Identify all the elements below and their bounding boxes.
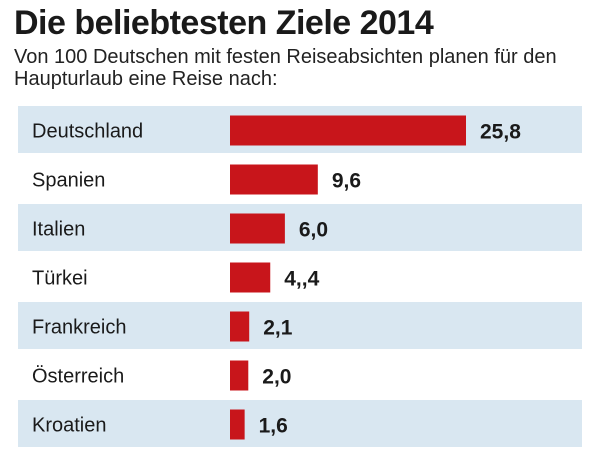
row-background [18, 204, 582, 251]
value-label: 6,0 [299, 219, 328, 242]
category-label: Frankreich [32, 317, 126, 339]
bar [230, 360, 249, 391]
category-label: Deutschland [32, 121, 143, 143]
row-background [18, 253, 582, 300]
value-label: 9,6 [332, 170, 361, 193]
bar [230, 311, 250, 342]
bar [230, 409, 245, 440]
category-label: Österreich [32, 366, 124, 388]
chart-subtitle: Von 100 Deutschen mit festen Reiseabsich… [14, 46, 557, 90]
row-background [18, 400, 582, 447]
category-label: Türkei [32, 268, 88, 290]
value-label: 25,8 [480, 121, 521, 144]
chart-title: Die beliebtesten Ziele 2014 [14, 4, 434, 42]
row-background [18, 351, 582, 398]
category-label: Kroatien [32, 415, 107, 437]
bar [230, 213, 285, 244]
category-label: Spanien [32, 170, 105, 192]
bar [230, 164, 318, 195]
bar [230, 262, 271, 293]
value-label: 4,,4 [284, 268, 319, 291]
row-background [18, 302, 582, 349]
value-label: 1,6 [259, 415, 288, 438]
value-label: 2,1 [263, 317, 293, 340]
bar [230, 115, 466, 146]
category-label: Italien [32, 219, 85, 241]
value-label: 2,0 [262, 366, 291, 389]
